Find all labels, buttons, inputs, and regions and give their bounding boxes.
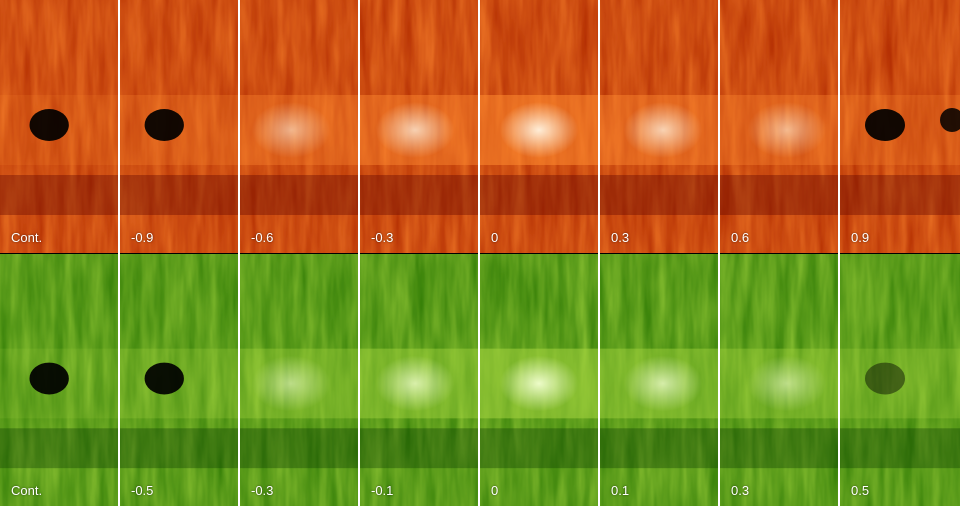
red-panel-row: Cont. -0.9 -0.6 -0.3 0 0.3 0.6 0.9 [0,0,960,253]
panel-divider [478,0,480,506]
red-image-7 [840,0,960,253]
panel-divider [718,0,720,506]
red-panel-7: 0.9 [840,0,960,253]
green-panel-label: 0.3 [731,483,750,498]
green-panel-row: Cont. -0.5 -0.3 -0.1 0 0.1 0.3 0.5 [0,254,960,506]
green-panel-5: 0.1 [600,254,718,506]
row-divider [0,253,960,254]
green-panel-label: 0.1 [611,483,630,498]
red-panel-label: 0.9 [851,230,870,245]
green-panel-label: -0.1 [371,483,394,498]
red-panel-label: -0.9 [131,230,154,245]
green-image-2 [240,254,358,506]
green-image-5 [600,254,718,506]
green-image-7 [840,254,960,506]
red-image-2 [240,0,358,253]
red-image-5 [600,0,718,253]
green-panel-label: 0 [491,483,499,498]
red-panel-6: 0.6 [720,0,838,253]
green-panel-label: Cont. [11,483,43,498]
panel-divider [598,0,600,506]
green-image-6 [720,254,838,506]
green-panel-7: 0.5 [840,254,960,506]
red-panel-0: Cont. [0,0,118,253]
red-panel-label: 0.6 [731,230,750,245]
red-panel-4: 0 [480,0,598,253]
red-panel-1: -0.9 [120,0,238,253]
red-panel-label: 0.3 [611,230,630,245]
red-image-4 [480,0,598,253]
green-image-3 [360,254,478,506]
panel-divider [238,0,240,506]
panel-divider [838,0,840,506]
red-panel-3: -0.3 [360,0,478,253]
green-panel-label: -0.5 [131,483,154,498]
red-panel-label: -0.3 [371,230,394,245]
green-panel-label: -0.3 [251,483,274,498]
red-image-0 [0,0,118,253]
green-panel-1: -0.5 [120,254,238,506]
green-panel-4: 0 [480,254,598,506]
green-panel-6: 0.3 [720,254,838,506]
red-panel-5: 0.3 [600,0,718,253]
green-panel-2: -0.3 [240,254,358,506]
red-panel-label: -0.6 [251,230,274,245]
red-image-3 [360,0,478,253]
red-panel-label: 0 [491,230,499,245]
red-panel-2: -0.6 [240,0,358,253]
green-image-0 [0,254,118,506]
green-image-4 [480,254,598,506]
panel-divider [118,0,120,506]
panel-divider [358,0,360,506]
green-panel-3: -0.1 [360,254,478,506]
green-panel-label: 0.5 [851,483,870,498]
red-image-1 [120,0,238,253]
red-image-6 [720,0,838,253]
green-image-1 [120,254,238,506]
green-panel-0: Cont. [0,254,118,506]
red-panel-label: Cont. [11,230,43,245]
